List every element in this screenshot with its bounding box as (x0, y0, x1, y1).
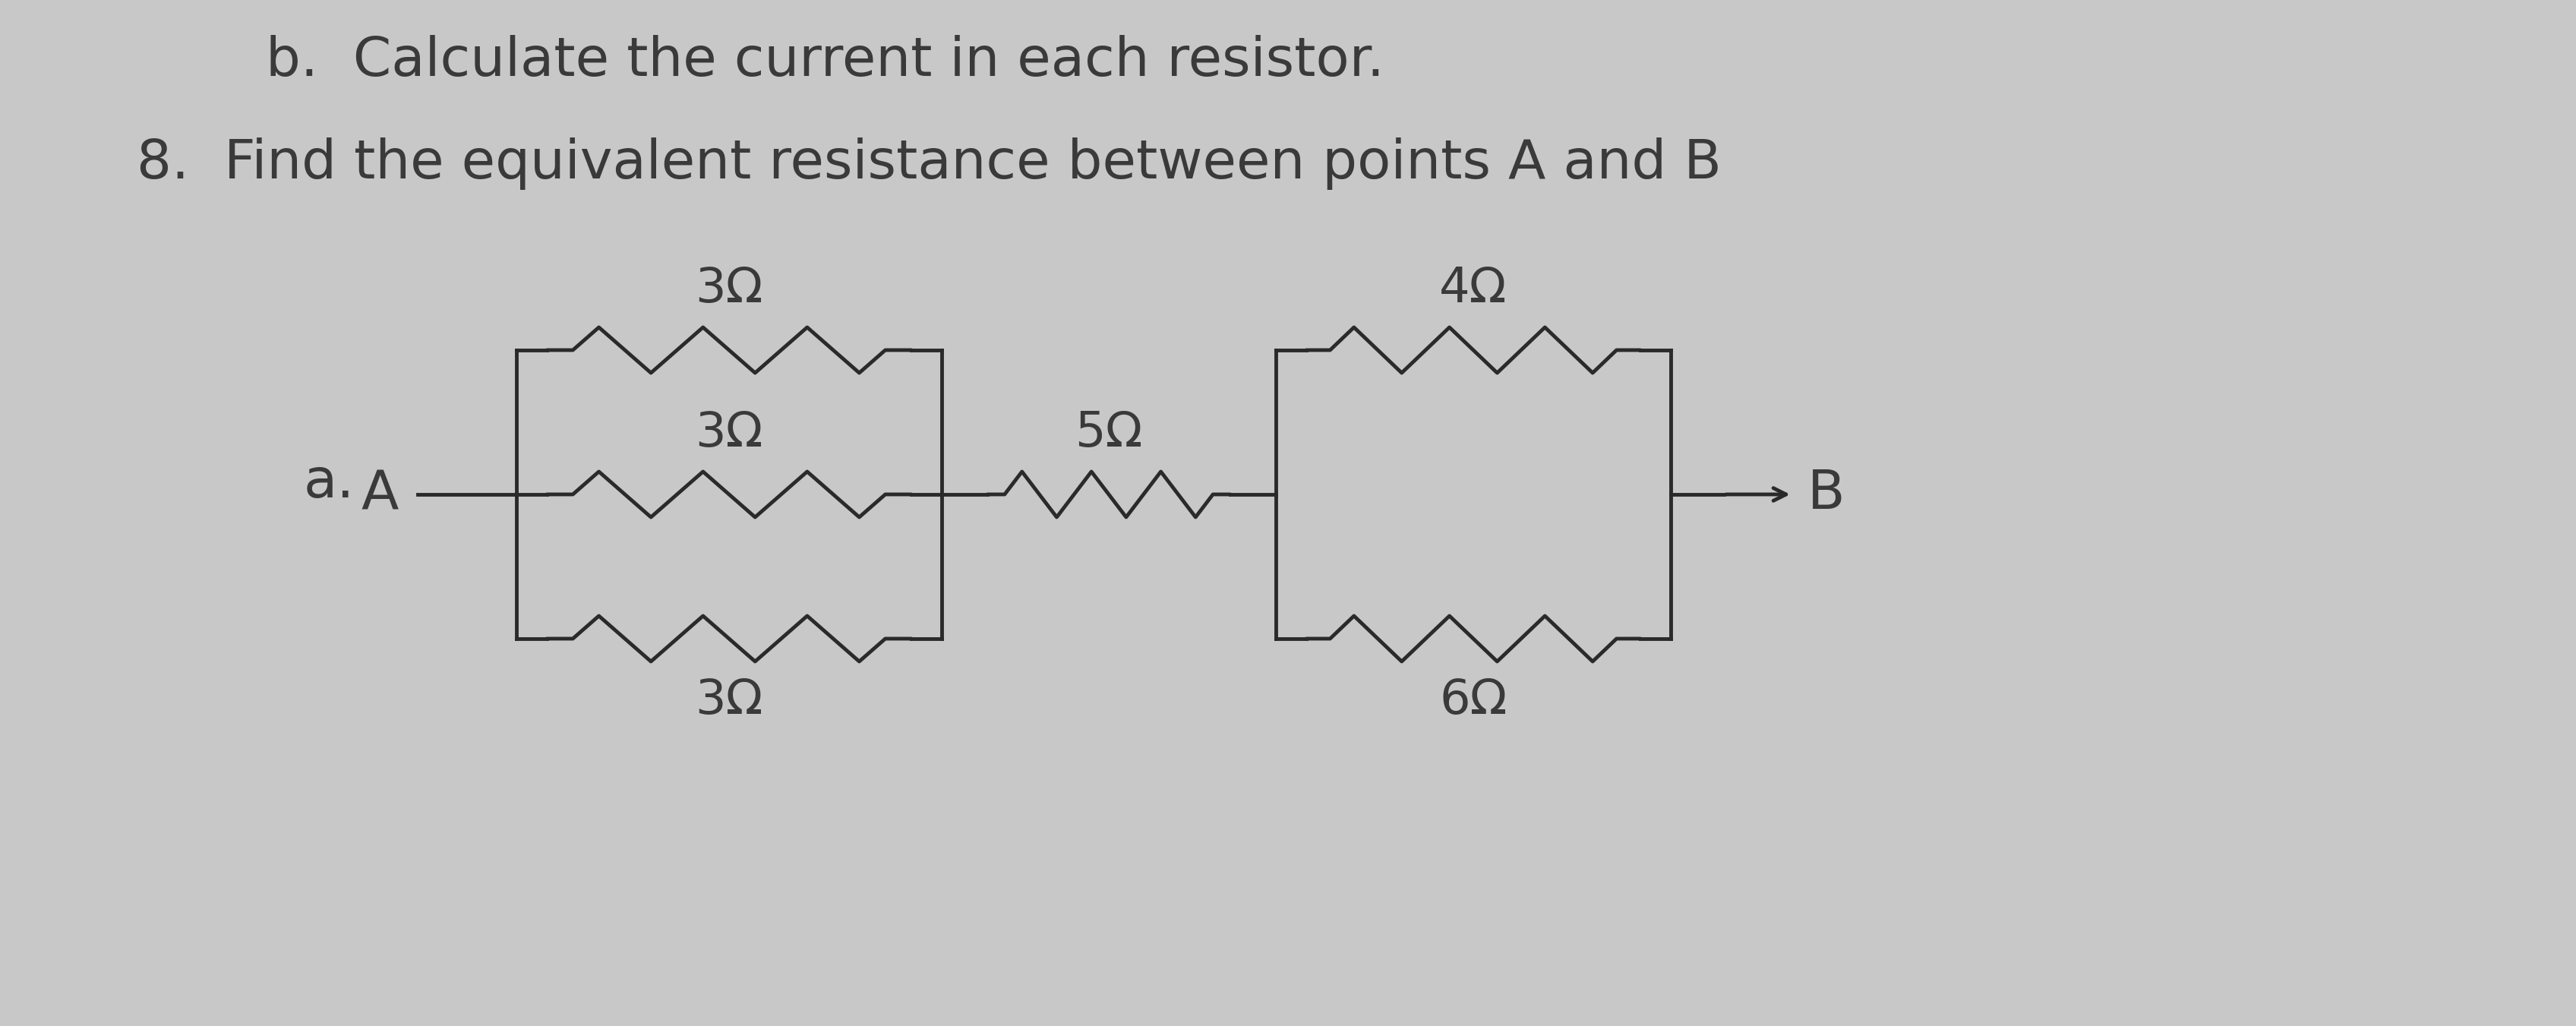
Text: 8.  Find the equivalent resistance between points A and B: 8. Find the equivalent resistance betwee… (137, 137, 1721, 190)
Text: 6Ω: 6Ω (1440, 677, 1507, 723)
Text: B: B (1808, 468, 1844, 520)
Text: A: A (361, 468, 399, 520)
Text: 5Ω: 5Ω (1074, 409, 1144, 457)
Text: 4Ω: 4Ω (1440, 265, 1507, 312)
Text: a.: a. (304, 457, 355, 509)
Text: 3Ω: 3Ω (696, 265, 762, 312)
Text: b.  Calculate the current in each resistor.: b. Calculate the current in each resisto… (265, 35, 1383, 87)
Text: 3Ω: 3Ω (696, 409, 762, 457)
Text: 3Ω: 3Ω (696, 677, 762, 723)
